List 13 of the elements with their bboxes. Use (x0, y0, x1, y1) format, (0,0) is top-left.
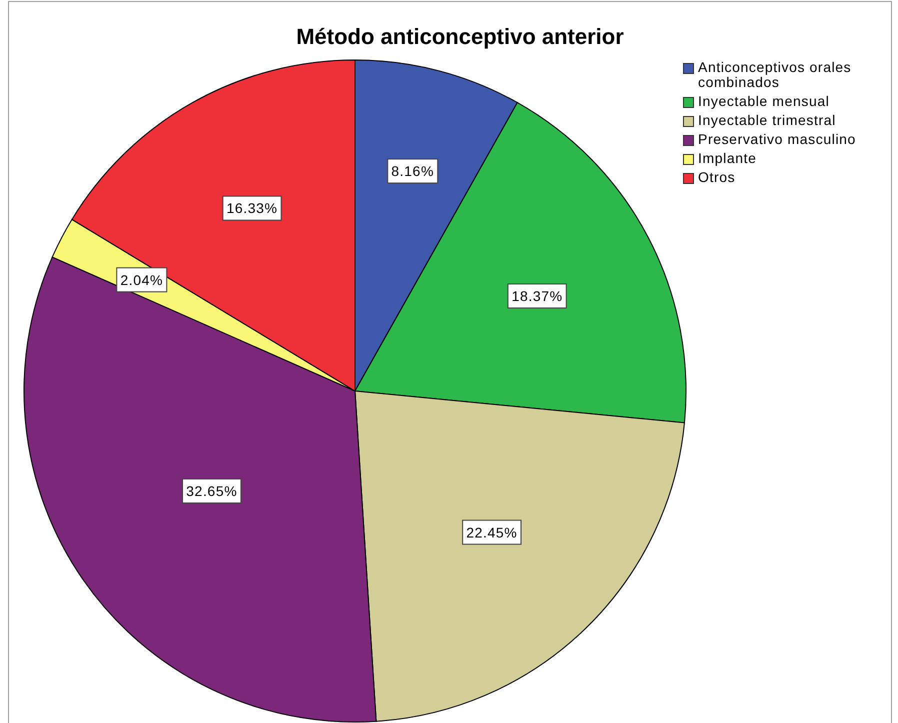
data-label: 22.45% (466, 524, 518, 540)
data-label: 16.33% (226, 200, 278, 216)
data-label: 2.04% (120, 272, 164, 288)
legend-label: Implante (698, 150, 756, 166)
legend-label: Inyectable mensual (698, 93, 830, 109)
data-label: 18.37% (512, 288, 563, 304)
legend-label: Otros (698, 169, 736, 185)
data-label: 8.16% (391, 163, 434, 180)
chart-title: Método anticonceptivo anterior (295, 24, 625, 50)
legend-label: Preservativo masculino (698, 131, 856, 147)
legend-label: Inyectable trimestral (698, 112, 836, 128)
data-label: 32.65% (186, 482, 238, 499)
legend-label: Anticonceptivos orales combinados (698, 59, 852, 90)
